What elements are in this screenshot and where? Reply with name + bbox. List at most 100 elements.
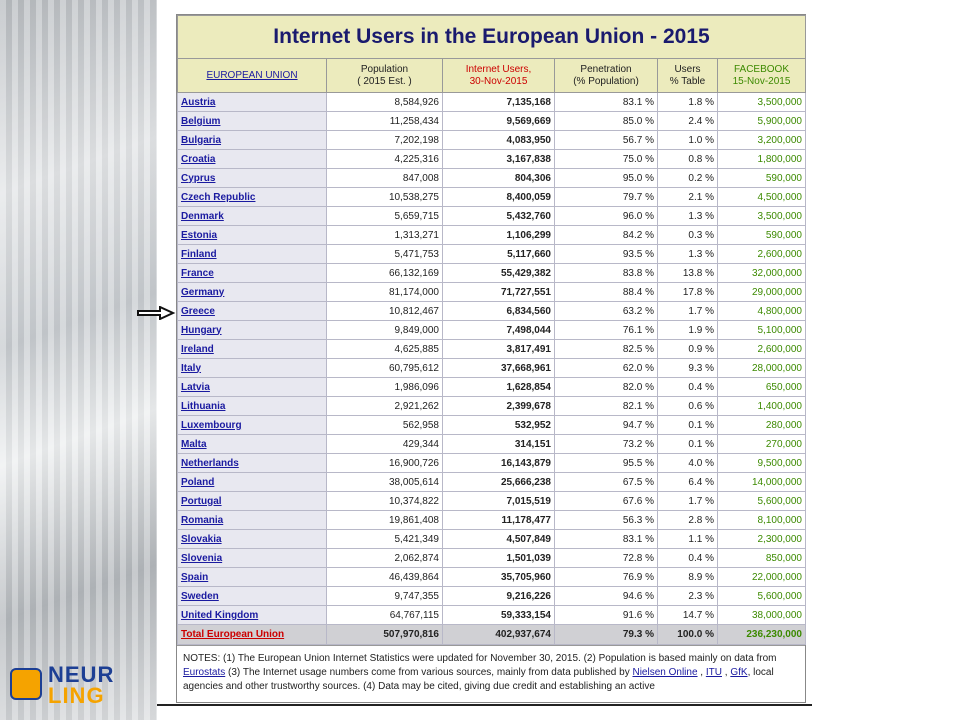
country-cell[interactable]: Cyprus [177,168,327,188]
value-cell: 1.9 % [657,320,718,340]
cell-text: 5,900,000 [757,115,803,127]
country-cell[interactable]: Latvia [177,377,327,397]
value-cell: 2,600,000 [717,339,806,359]
country-link[interactable]: Total European Union [181,629,285,640]
country-cell[interactable]: Luxembourg [177,415,327,435]
country-cell[interactable]: Sweden [177,586,327,606]
value-cell: 8,100,000 [717,510,806,530]
country-cell[interactable]: Estonia [177,225,327,245]
country-cell[interactable]: Germany [177,282,327,302]
country-cell[interactable]: Hungary [177,320,327,340]
country-cell[interactable]: Croatia [177,149,327,169]
note-link[interactable]: ITU [705,667,722,678]
data-row: Denmark 5,659,715 5,432,760 96.0 % 1.3 % 3,50… [177,206,806,226]
country-link[interactable]: Latvia [181,381,210,393]
cell-text: 25,666,238 [500,476,551,488]
country-link[interactable]: Slovenia [181,552,223,564]
country-link[interactable]: Croatia [181,153,216,165]
country-link[interactable]: Hungary [181,324,222,336]
country-link[interactable]: Lithuania [181,400,226,412]
cell-text: 10,374,822 [388,495,439,507]
note-link[interactable]: Nielsen Online [632,667,698,678]
country-link[interactable]: Denmark [181,210,224,222]
value-cell: 532,952 [442,415,555,435]
country-cell[interactable]: Greece [177,301,327,321]
country-cell[interactable]: Austria [177,92,327,112]
country-link[interactable]: Spain [181,571,209,583]
data-row: United Kingdom 64,767,115 59,333,154 91.6 %… [177,605,806,625]
country-cell[interactable]: United Kingdom [177,605,327,625]
cell-text: 9,500,000 [757,457,803,469]
country-link[interactable]: Sweden [181,590,219,602]
country-link[interactable]: Austria [181,96,216,108]
country-link[interactable]: Portugal [181,495,222,507]
header-text: Internet Users, [465,63,532,75]
value-cell: 81,174,000 [326,282,443,302]
country-cell[interactable]: Denmark [177,206,327,226]
note-link[interactable]: Eurostats [183,667,226,678]
country-link[interactable]: Poland [181,476,215,488]
country-cell[interactable]: Ireland [177,339,327,359]
cell-text: 72.8 % [622,552,654,564]
country-cell[interactable]: Romania [177,510,327,530]
country-link[interactable]: Germany [181,286,225,298]
country-cell[interactable]: Malta [177,434,327,454]
header-text: FACEBOOK [733,63,789,75]
country-link[interactable]: Cyprus [181,172,216,184]
data-row: Luxembourg 562,958 532,952 94.7 % 0.1 % 280,0… [177,415,806,435]
country-cell[interactable]: Netherlands [177,453,327,473]
value-cell: 29,000,000 [717,282,806,302]
value-cell: 270,000 [717,434,806,454]
country-link[interactable]: France [181,267,214,279]
country-link[interactable]: Netherlands [181,457,239,469]
country-cell[interactable]: Total European Union [177,624,327,645]
country-cell[interactable]: Finland [177,244,327,264]
cell-text: 5,471,753 [394,248,440,260]
country-link[interactable]: United Kingdom [181,609,259,621]
country-link[interactable]: Bulgaria [181,134,222,146]
cell-text: 46,439,864 [388,571,439,583]
country-link[interactable]: Belgium [181,115,221,127]
cell-text: 2,399,678 [506,400,552,412]
note-text: , [697,667,706,678]
cell-text: 13.8 % [682,267,714,279]
note-link[interactable]: GfK [730,667,748,678]
country-cell[interactable]: Spain [177,567,327,587]
country-link[interactable]: Italy [181,362,202,374]
country-cell[interactable]: Lithuania [177,396,327,416]
country-cell[interactable]: Italy [177,358,327,378]
country-link[interactable]: Greece [181,305,215,317]
cell-text: 5,117,660 [507,248,551,260]
value-cell: 76.9 % [554,567,658,587]
country-link[interactable]: Slovakia [181,533,222,545]
cell-text: 83.1 % [622,96,654,108]
header-cell: Internet Users, 30-Nov-2015 [442,58,555,93]
value-cell: 0.3 % [657,225,718,245]
value-cell: 76.1 % [554,320,658,340]
country-link[interactable]: Luxembourg [181,419,242,431]
header-text: % Table [669,75,706,87]
country-link[interactable]: Czech Republic [181,191,256,203]
value-cell: 9.3 % [657,358,718,378]
country-cell[interactable]: Poland [177,472,327,492]
country-cell[interactable]: Slovakia [177,529,327,549]
country-cell[interactable]: Portugal [177,491,327,511]
cell-text: 7,498,044 [506,324,552,336]
country-link[interactable]: Finland [181,248,217,260]
country-link[interactable]: Ireland [181,343,214,355]
cell-text: 56.3 % [622,514,654,526]
country-link[interactable]: Malta [181,438,207,450]
country-cell[interactable]: Czech Republic [177,187,327,207]
country-link[interactable]: Romania [181,514,224,526]
cell-text: 4,083,950 [506,134,552,146]
country-cell[interactable]: Slovenia [177,548,327,568]
country-cell[interactable]: Belgium [177,111,327,131]
cell-text: 804,306 [514,172,551,184]
note-text: NOTES: (1) The European Union Internet S… [183,653,777,664]
notes: NOTES: (1) The European Union Internet S… [177,645,805,702]
country-cell[interactable]: Bulgaria [177,130,327,150]
cell-text: 1.7 % [688,305,714,317]
country-cell[interactable]: France [177,263,327,283]
cell-text: 82.0 % [622,381,654,393]
country-link[interactable]: Estonia [181,229,218,241]
